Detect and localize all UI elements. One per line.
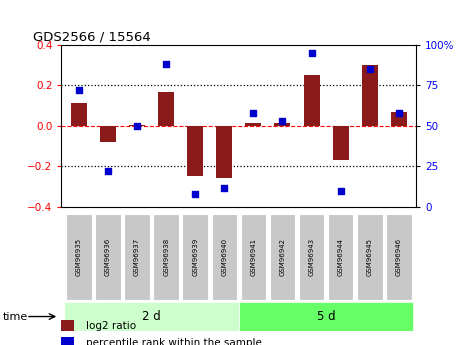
Bar bbox=[333, 126, 349, 160]
Bar bbox=[216, 126, 232, 178]
Point bbox=[366, 66, 374, 72]
Point bbox=[192, 191, 199, 197]
Text: GDS2566 / 15564: GDS2566 / 15564 bbox=[33, 31, 151, 44]
Text: GSM96937: GSM96937 bbox=[134, 238, 140, 276]
Point bbox=[250, 110, 257, 116]
FancyBboxPatch shape bbox=[95, 214, 121, 300]
Text: GSM96936: GSM96936 bbox=[105, 238, 111, 276]
FancyBboxPatch shape bbox=[241, 214, 266, 300]
Bar bbox=[129, 125, 145, 126]
Text: GSM96944: GSM96944 bbox=[338, 238, 344, 276]
Bar bbox=[71, 102, 87, 126]
Text: log2 ratio: log2 ratio bbox=[87, 321, 136, 331]
FancyBboxPatch shape bbox=[183, 214, 208, 300]
Point bbox=[308, 50, 315, 56]
Bar bbox=[100, 126, 116, 142]
Text: percentile rank within the sample: percentile rank within the sample bbox=[87, 338, 262, 345]
FancyBboxPatch shape bbox=[211, 214, 237, 300]
FancyBboxPatch shape bbox=[66, 214, 92, 300]
Bar bbox=[61, 320, 74, 331]
Bar bbox=[245, 123, 262, 126]
Point bbox=[220, 185, 228, 190]
Text: GSM96942: GSM96942 bbox=[280, 238, 286, 276]
Text: 2 d: 2 d bbox=[142, 310, 161, 323]
Text: GSM96939: GSM96939 bbox=[192, 238, 198, 276]
Text: GSM96935: GSM96935 bbox=[76, 238, 82, 276]
Bar bbox=[239, 302, 413, 331]
Point bbox=[75, 88, 83, 93]
Bar bbox=[187, 126, 203, 176]
Bar bbox=[391, 112, 407, 126]
Point bbox=[133, 123, 141, 129]
Text: GSM96945: GSM96945 bbox=[367, 238, 373, 276]
Text: GSM96938: GSM96938 bbox=[163, 238, 169, 276]
FancyBboxPatch shape bbox=[299, 214, 324, 300]
FancyBboxPatch shape bbox=[328, 214, 353, 300]
FancyBboxPatch shape bbox=[124, 214, 150, 300]
FancyBboxPatch shape bbox=[357, 214, 383, 300]
FancyBboxPatch shape bbox=[153, 214, 179, 300]
Text: GSM96943: GSM96943 bbox=[308, 238, 315, 276]
Point bbox=[279, 118, 286, 124]
Text: GSM96946: GSM96946 bbox=[396, 238, 402, 276]
FancyBboxPatch shape bbox=[270, 214, 295, 300]
Point bbox=[162, 61, 170, 67]
Bar bbox=[274, 123, 290, 126]
Point bbox=[104, 169, 112, 174]
Point bbox=[395, 110, 403, 116]
FancyBboxPatch shape bbox=[386, 214, 412, 300]
Bar bbox=[64, 302, 239, 331]
Bar bbox=[158, 92, 174, 126]
Text: GSM96940: GSM96940 bbox=[221, 238, 228, 276]
Text: 5 d: 5 d bbox=[317, 310, 335, 323]
Bar bbox=[304, 75, 320, 126]
Point bbox=[337, 188, 344, 194]
Bar bbox=[61, 337, 74, 345]
Text: GSM96941: GSM96941 bbox=[250, 238, 256, 276]
Bar bbox=[362, 65, 378, 126]
Text: time: time bbox=[2, 312, 27, 322]
